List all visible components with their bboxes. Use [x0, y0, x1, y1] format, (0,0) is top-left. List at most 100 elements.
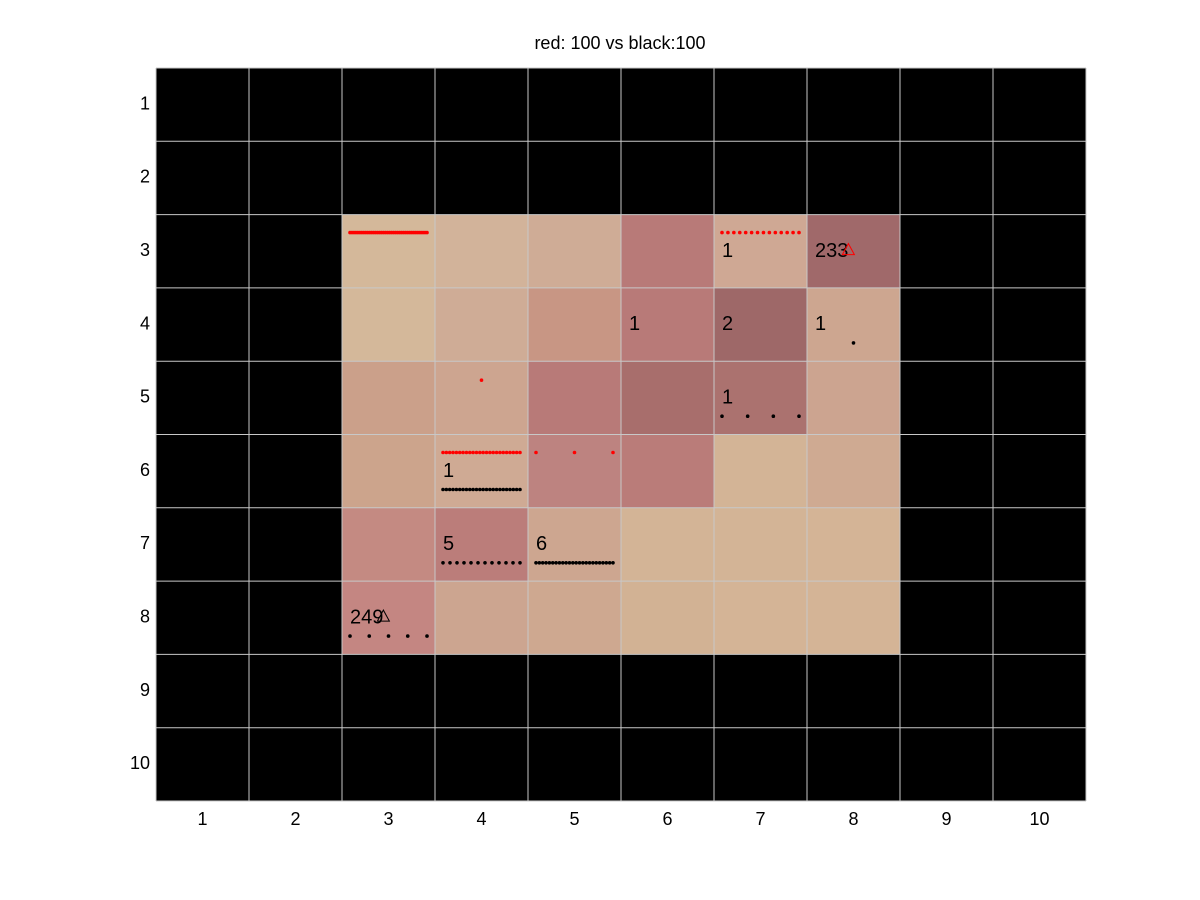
- unit-dot: [462, 561, 466, 565]
- unit-dot: [611, 450, 615, 455]
- unit-dot: [534, 450, 538, 455]
- unit-dot: [743, 230, 748, 235]
- column-label: 10: [1029, 809, 1049, 829]
- cell: [435, 287, 528, 362]
- unit-dot: [501, 487, 506, 492]
- cell-label: 6: [536, 533, 547, 555]
- unit-dot: [454, 450, 459, 455]
- unit-dot: [494, 450, 499, 455]
- unit-dot: [581, 561, 585, 565]
- unit-dot: [448, 561, 452, 565]
- unit-dot: [584, 561, 589, 565]
- cell-label: 2: [722, 313, 733, 335]
- row-label: 9: [140, 680, 150, 700]
- unit-dot: [447, 487, 452, 492]
- title: red: 100 vs black:100: [534, 33, 705, 53]
- unit-dot: [779, 230, 784, 235]
- column-label: 6: [662, 809, 672, 829]
- cell: [621, 581, 714, 655]
- unit-dot: [454, 487, 459, 492]
- row-label: 8: [140, 607, 150, 627]
- unit-dot: [557, 561, 562, 565]
- unit-dot: [587, 561, 592, 565]
- unit-dot: [591, 561, 595, 565]
- cell: [621, 287, 714, 362]
- cell-label: 249: [350, 606, 383, 628]
- column-label: 8: [848, 809, 858, 829]
- unit-dot: [537, 561, 542, 565]
- unit-dot: [494, 487, 499, 492]
- cell: [342, 434, 435, 508]
- unit-dot: [464, 450, 469, 455]
- unit-dot: [511, 450, 516, 455]
- unit-dot: [560, 561, 565, 565]
- unit-dot: [544, 561, 548, 565]
- unit-dot: [564, 561, 568, 565]
- cell: [528, 214, 621, 288]
- unit-dot: [771, 414, 776, 419]
- unit-dot: [471, 450, 475, 455]
- unit-dot: [367, 634, 372, 638]
- cell: [807, 361, 900, 435]
- column-label: 9: [941, 809, 951, 829]
- cell: [714, 507, 807, 582]
- unit-dot: [464, 487, 469, 492]
- row-label: 10: [130, 753, 150, 773]
- unit-dot: [405, 634, 410, 638]
- cell: [714, 361, 807, 435]
- cell: [435, 214, 528, 288]
- unit-dot: [797, 414, 801, 419]
- cell: [621, 361, 714, 435]
- unit-dot: [461, 450, 465, 455]
- unit-dot: [488, 487, 492, 492]
- cell: [342, 361, 435, 435]
- column-label: 1: [197, 809, 207, 829]
- cell: [807, 581, 900, 655]
- cell: [528, 581, 621, 655]
- unit-dot: [604, 561, 609, 565]
- unit-dot: [481, 487, 485, 492]
- cell-label: 233: [815, 240, 848, 262]
- unit-dot: [720, 230, 724, 235]
- cell: [714, 434, 807, 508]
- cell: [807, 507, 900, 582]
- unit-dot: [469, 561, 473, 565]
- unit-dot: [550, 561, 555, 565]
- unit-dot: [504, 487, 509, 492]
- unit-dot: [441, 487, 445, 492]
- unit-dot: [755, 230, 760, 235]
- unit-dot: [732, 230, 736, 235]
- unit-dot: [547, 561, 552, 565]
- cell-label: 1: [443, 460, 454, 482]
- unit-dot: [607, 561, 612, 565]
- row-label: 5: [140, 387, 150, 407]
- cell: [435, 507, 528, 582]
- unit-dot: [597, 561, 602, 565]
- unit-dot: [508, 450, 512, 455]
- unit-dot: [484, 450, 489, 455]
- unit-dot: [457, 487, 462, 492]
- unit-dot: [518, 487, 522, 492]
- cell: [342, 287, 435, 362]
- cell-label: 5: [443, 533, 454, 555]
- unit-dot: [447, 450, 452, 455]
- unit-dot: [720, 414, 724, 419]
- cell: [342, 507, 435, 582]
- column-label: 7: [755, 809, 765, 829]
- unit-dot: [504, 450, 509, 455]
- unit-dot: [474, 450, 479, 455]
- cell: [528, 287, 621, 362]
- row-label: 7: [140, 533, 150, 553]
- unit-dot: [726, 230, 730, 235]
- column-label: 4: [476, 809, 486, 829]
- unit-dot: [761, 230, 766, 235]
- cell-label: 1: [722, 386, 733, 408]
- cell: [807, 214, 900, 288]
- unit-dot: [511, 487, 516, 492]
- unit-dot: [567, 561, 572, 565]
- unit-dot: [481, 450, 485, 455]
- unit-dot: [425, 634, 429, 638]
- unit-dot: [479, 378, 484, 383]
- column-label: 3: [383, 809, 393, 829]
- cell-label: 1: [629, 313, 640, 335]
